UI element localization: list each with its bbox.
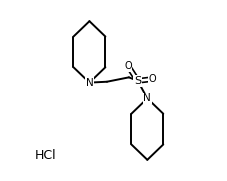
Text: HCl: HCl [35,149,57,162]
Text: N: N [85,78,93,88]
Text: O: O [148,74,156,84]
Text: O: O [124,61,131,71]
Text: N: N [143,93,151,103]
Text: S: S [133,76,141,86]
